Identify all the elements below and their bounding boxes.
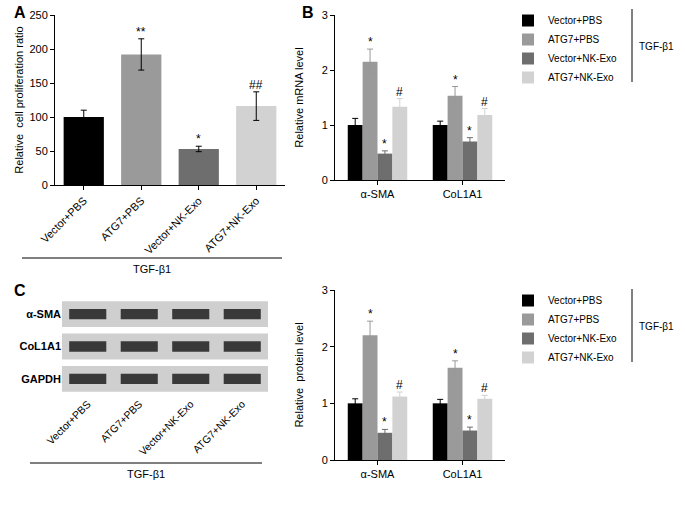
svg-text:Vector+NK-Exo: Vector+NK-Exo — [548, 53, 617, 64]
svg-text:0: 0 — [42, 179, 48, 191]
svg-text:Vector+PBS: Vector+PBS — [44, 398, 93, 447]
svg-text:2: 2 — [322, 341, 328, 353]
svg-text:*: * — [368, 307, 373, 321]
svg-text:#: # — [396, 85, 403, 99]
svg-text:Vector+PBS: Vector+PBS — [38, 195, 89, 246]
svg-text:*: * — [382, 137, 387, 151]
svg-text:2: 2 — [322, 64, 328, 76]
svg-text:C: C — [14, 282, 26, 299]
svg-text:α-SMA: α-SMA — [26, 308, 61, 320]
svg-text:0: 0 — [322, 454, 328, 466]
svg-text:A: A — [14, 4, 26, 21]
svg-text:Vector+PBS: Vector+PBS — [548, 295, 603, 306]
svg-text:B: B — [302, 4, 314, 21]
svg-text:**: ** — [136, 25, 146, 39]
svg-text:α-SMA: α-SMA — [361, 468, 396, 480]
svg-text:250: 250 — [29, 9, 47, 21]
svg-text:3: 3 — [322, 9, 328, 21]
svg-text:GAPDH: GAPDH — [21, 373, 61, 385]
svg-text:Relative protein level: Relative protein level — [293, 322, 305, 427]
svg-text:1: 1 — [322, 397, 328, 409]
svg-text:Vector+NK-Exo: Vector+NK-Exo — [136, 398, 196, 458]
svg-text:Vector+NK-Exo: Vector+NK-Exo — [142, 195, 204, 257]
svg-text:*: * — [368, 35, 373, 49]
svg-text:TGF-β1: TGF-β1 — [639, 41, 674, 52]
svg-text:ATG7+NK-Exo: ATG7+NK-Exo — [202, 195, 262, 255]
svg-text:α-SMA: α-SMA — [361, 188, 396, 200]
svg-text:Relative cell proliferation r: Relative cell proliferation ratio — [13, 26, 25, 173]
svg-text:ATG7+PBS: ATG7+PBS — [98, 398, 145, 445]
svg-text:*: * — [467, 413, 472, 427]
svg-text:TGF-β1: TGF-β1 — [133, 263, 171, 275]
svg-text:50: 50 — [36, 145, 48, 157]
svg-text:Vector+PBS: Vector+PBS — [548, 15, 603, 26]
svg-text:ATG7+PBS: ATG7+PBS — [548, 34, 600, 45]
svg-text:##: ## — [249, 78, 263, 92]
svg-text:*: * — [467, 124, 472, 138]
svg-text:CoL1A1: CoL1A1 — [443, 468, 483, 480]
svg-text:ATG7+NK-Exo: ATG7+NK-Exo — [548, 72, 614, 83]
svg-text:#: # — [481, 95, 488, 109]
svg-text:Relative mRNA level: Relative mRNA level — [293, 47, 305, 147]
svg-text:*: * — [382, 415, 387, 429]
svg-text:ATG7+PBS: ATG7+PBS — [98, 195, 146, 243]
svg-text:*: * — [196, 132, 201, 146]
svg-text:ATG7+NK-Exo: ATG7+NK-Exo — [548, 352, 614, 363]
svg-text:CoL1A1: CoL1A1 — [19, 340, 61, 352]
svg-text:Vector+NK-Exo: Vector+NK-Exo — [548, 333, 617, 344]
svg-text:*: * — [453, 73, 458, 87]
svg-text:100: 100 — [29, 111, 47, 123]
svg-text:CoL1A1: CoL1A1 — [443, 188, 483, 200]
svg-text:TGF-β1: TGF-β1 — [127, 468, 165, 480]
svg-text:1: 1 — [322, 119, 328, 131]
svg-text:TGF-β1: TGF-β1 — [639, 321, 674, 332]
svg-text:3: 3 — [322, 284, 328, 296]
svg-text:150: 150 — [29, 77, 47, 89]
svg-text:*: * — [453, 347, 458, 361]
svg-text:ATG7+NK-Exo: ATG7+NK-Exo — [190, 398, 247, 455]
svg-text:ATG7+PBS: ATG7+PBS — [548, 314, 600, 325]
svg-text:200: 200 — [29, 43, 47, 55]
svg-text:0: 0 — [322, 174, 328, 186]
svg-text:#: # — [396, 378, 403, 392]
svg-text:#: # — [481, 381, 488, 395]
